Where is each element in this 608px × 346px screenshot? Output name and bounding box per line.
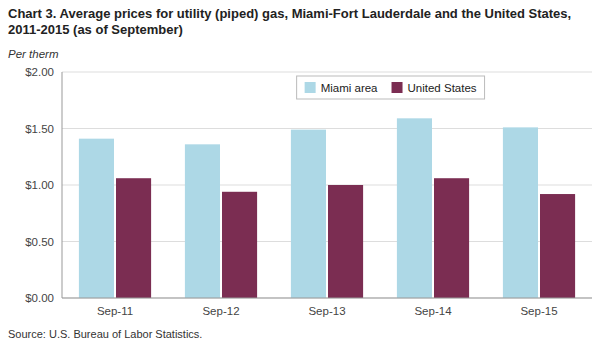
x-tick-label: Sep-13 <box>308 305 345 317</box>
legend: Miami area United States <box>297 76 485 99</box>
legend-swatch <box>392 82 403 93</box>
y-tick-label: $0.50 <box>25 236 54 248</box>
y-tick-label: $2.00 <box>25 66 54 78</box>
y-axis-label: Per therm <box>8 48 59 60</box>
y-tick-label: $1.50 <box>25 123 54 135</box>
bar <box>185 144 220 298</box>
bar <box>222 192 257 298</box>
bar <box>79 139 114 298</box>
bar <box>291 130 326 298</box>
chart: Chart 3. Average prices for utility (pip… <box>0 0 608 346</box>
grid-line <box>62 72 592 73</box>
title-line: Chart 3. Average prices for utility (pip… <box>8 6 571 21</box>
x-tick-label: Sep-14 <box>414 305 452 317</box>
annotation: Source: U.S. Bureau of Labor Statistics. <box>8 328 202 340</box>
bar <box>503 127 538 298</box>
y-tick-label: $1.00 <box>25 179 54 191</box>
legend-entry: Miami area <box>321 82 378 94</box>
bar <box>116 178 151 298</box>
x-axis-line <box>62 298 592 299</box>
title: Chart 3. Average prices for utility (pip… <box>8 6 571 37</box>
grid <box>62 72 592 298</box>
legend-box <box>297 76 485 99</box>
y-tick-label: $0.00 <box>25 292 54 304</box>
bar <box>434 178 469 298</box>
bar <box>540 194 575 298</box>
x-tick-label: Sep-11 <box>97 305 133 317</box>
bar <box>328 185 363 298</box>
y-axis-line <box>62 72 63 298</box>
legend-swatch <box>305 82 316 93</box>
legend-entry: United States <box>408 82 477 94</box>
bar <box>397 118 432 298</box>
x-tick-label: Sep-12 <box>202 305 239 317</box>
x-tick-label: Sep-15 <box>520 305 557 317</box>
title-line: 2011-2015 (as of September) <box>8 22 183 37</box>
grid-line <box>62 298 592 299</box>
